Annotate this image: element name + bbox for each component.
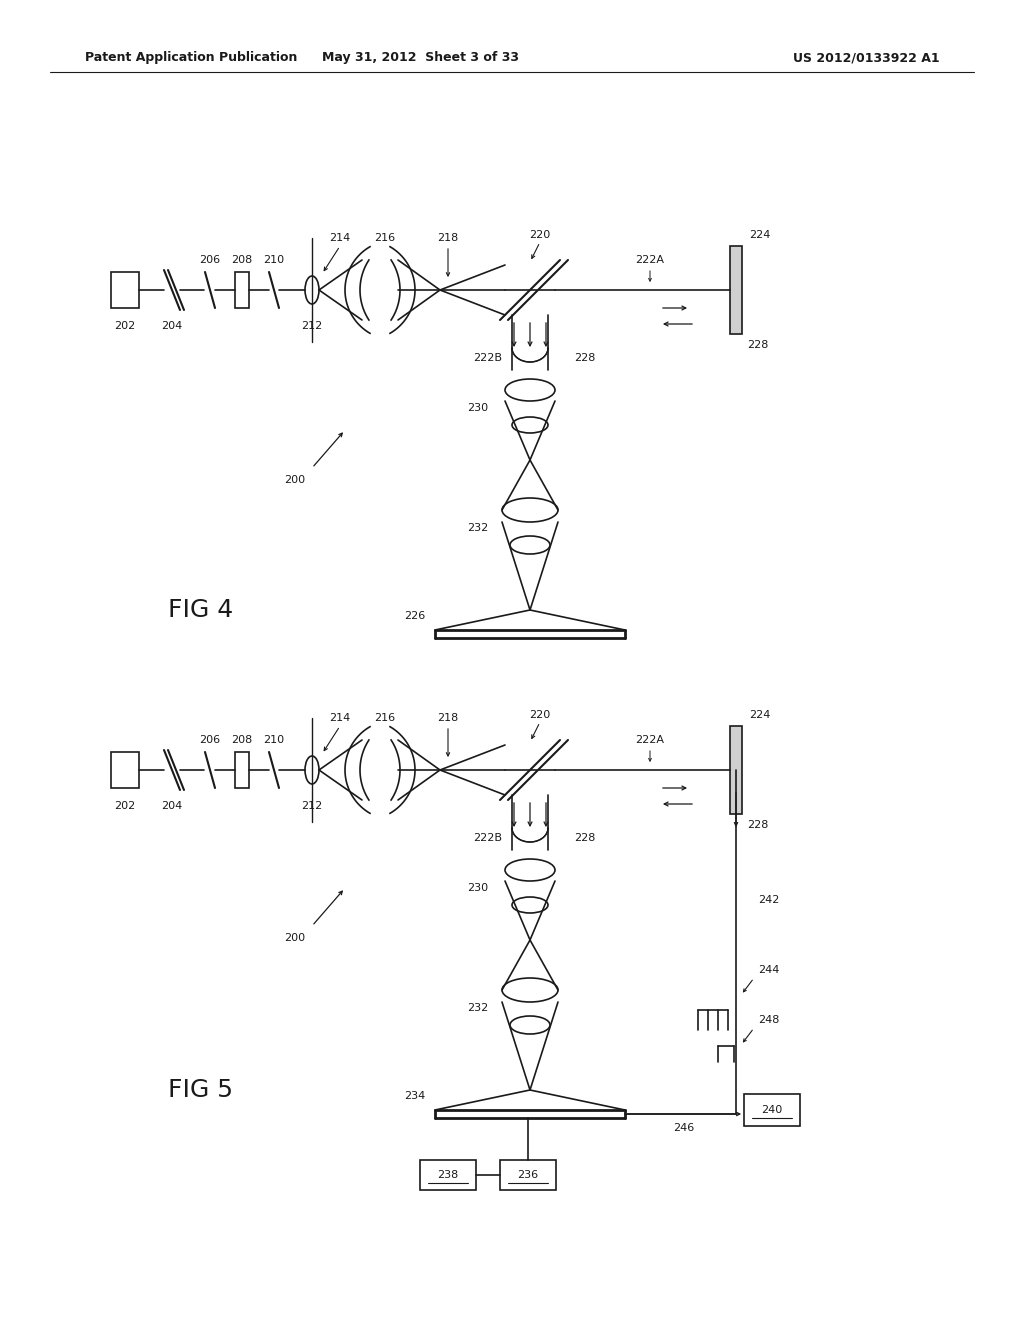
Text: 204: 204 <box>162 801 182 810</box>
Bar <box>234 752 249 788</box>
Text: 238: 238 <box>437 1170 459 1180</box>
Bar <box>420 1160 476 1191</box>
Text: 218: 218 <box>437 234 459 243</box>
Bar <box>730 246 742 334</box>
Text: 246: 246 <box>674 1123 694 1133</box>
Bar <box>111 752 139 788</box>
Text: 218: 218 <box>437 713 459 723</box>
Text: 236: 236 <box>517 1170 539 1180</box>
Text: 224: 224 <box>750 230 771 240</box>
Text: 202: 202 <box>115 321 135 331</box>
Text: FIG 4: FIG 4 <box>168 598 233 622</box>
Text: 222A: 222A <box>636 255 665 265</box>
Text: 232: 232 <box>467 1003 488 1012</box>
Text: 224: 224 <box>750 710 771 719</box>
Text: 204: 204 <box>162 321 182 331</box>
Bar <box>111 272 139 308</box>
Bar <box>234 272 249 308</box>
Bar <box>500 1160 556 1191</box>
Text: US 2012/0133922 A1: US 2012/0133922 A1 <box>794 51 940 65</box>
Text: 206: 206 <box>200 735 220 744</box>
Bar <box>730 726 742 814</box>
Text: 234: 234 <box>404 1092 426 1101</box>
Text: 244: 244 <box>758 965 779 975</box>
Text: 228: 228 <box>574 352 596 363</box>
Text: 222B: 222B <box>473 352 503 363</box>
Text: 220: 220 <box>529 230 551 240</box>
Text: 212: 212 <box>301 321 323 331</box>
Text: 216: 216 <box>375 234 395 243</box>
Text: 202: 202 <box>115 801 135 810</box>
Text: 230: 230 <box>467 883 488 894</box>
Text: 230: 230 <box>467 403 488 413</box>
Text: Patent Application Publication: Patent Application Publication <box>85 51 297 65</box>
Text: 210: 210 <box>263 735 285 744</box>
Text: 216: 216 <box>375 713 395 723</box>
Text: FIG 5: FIG 5 <box>168 1078 233 1102</box>
Text: 208: 208 <box>231 735 253 744</box>
Text: 228: 228 <box>748 820 769 830</box>
Text: 242: 242 <box>758 895 779 906</box>
Text: 226: 226 <box>404 611 426 620</box>
Text: 214: 214 <box>330 713 350 723</box>
Text: 208: 208 <box>231 255 253 265</box>
Text: 220: 220 <box>529 710 551 719</box>
Text: 228: 228 <box>748 341 769 350</box>
Text: May 31, 2012  Sheet 3 of 33: May 31, 2012 Sheet 3 of 33 <box>322 51 518 65</box>
Text: 232: 232 <box>467 523 488 533</box>
Text: 200: 200 <box>285 475 305 484</box>
Text: 248: 248 <box>758 1015 779 1026</box>
Text: 214: 214 <box>330 234 350 243</box>
Text: 222A: 222A <box>636 735 665 744</box>
Text: 240: 240 <box>762 1105 782 1115</box>
Text: 210: 210 <box>263 255 285 265</box>
Text: 228: 228 <box>574 833 596 843</box>
Text: 206: 206 <box>200 255 220 265</box>
Text: 200: 200 <box>285 933 305 942</box>
Text: 222B: 222B <box>473 833 503 843</box>
Text: 212: 212 <box>301 801 323 810</box>
Bar <box>744 1094 800 1126</box>
